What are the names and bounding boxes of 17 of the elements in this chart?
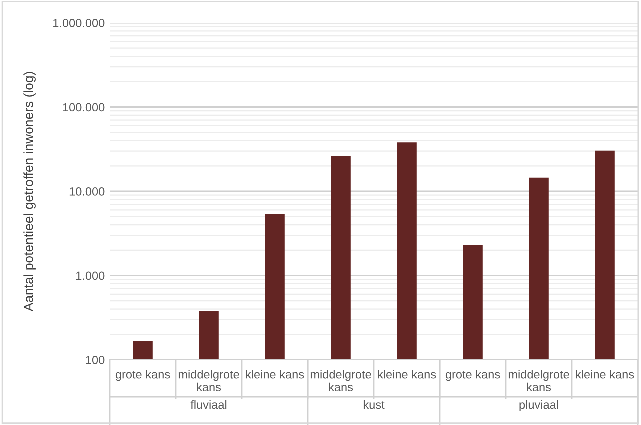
y-tick-label: 1.000.000 <box>54 19 105 28</box>
x-tick-label: grote kans <box>446 370 500 382</box>
text: pluviaal <box>520 400 558 412</box>
x-tick-label: grote kans <box>116 370 170 382</box>
x-tick-label: kleine kans <box>246 370 304 379</box>
x-tick-label: kleine kans <box>378 370 436 379</box>
y-tick-label: 10.000 <box>70 188 105 196</box>
text: kust <box>364 400 385 410</box>
x-tick-label: middelgrote kans <box>178 370 240 392</box>
y-axis-title: Aantal potentieel getroffen inwoners (log) <box>24 72 36 312</box>
y-tick-label: 100.000 <box>63 103 105 112</box>
x-tick-label: middelgrote kans <box>310 370 372 392</box>
x-tick-label: kleine kans <box>576 370 634 379</box>
x-tick-label: middelgrote kans <box>508 370 570 392</box>
y-tick-label: 1.000 <box>76 272 105 280</box>
y-tick-label: 100 <box>86 356 105 364</box>
text: fluviaal <box>190 400 227 410</box>
